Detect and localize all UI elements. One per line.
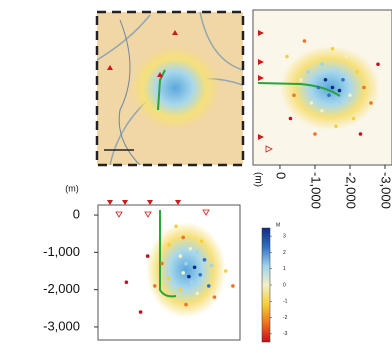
event-point	[174, 224, 178, 228]
colorbar	[262, 228, 270, 342]
event-point	[203, 258, 207, 262]
event-point	[184, 303, 188, 307]
event-point	[139, 310, 143, 314]
event-point	[153, 284, 157, 288]
event-point	[289, 117, 293, 121]
x-unit: (m)	[252, 172, 263, 187]
event-point	[327, 93, 331, 97]
event-point	[170, 267, 174, 271]
event-point	[179, 254, 183, 258]
event-point	[355, 70, 359, 74]
event-point	[352, 117, 356, 121]
colorbar-tick-label: 2	[283, 250, 286, 256]
event-point	[362, 86, 366, 90]
event-point	[179, 288, 183, 292]
event-point	[334, 124, 338, 128]
event-point	[338, 101, 342, 105]
event-point	[196, 251, 200, 255]
event-point	[231, 284, 235, 288]
colorbar-tick-label: -3	[283, 331, 288, 337]
colorbar-tick-label: -1	[283, 299, 288, 305]
event-point	[292, 93, 296, 97]
event-point	[189, 247, 193, 251]
event-point	[338, 89, 342, 93]
event-point	[376, 62, 380, 66]
event-point	[341, 78, 345, 82]
event-point	[320, 109, 324, 113]
event-point	[306, 70, 310, 74]
event-point	[193, 265, 197, 269]
event-point	[285, 55, 289, 59]
event-point	[310, 101, 314, 105]
event-point	[224, 269, 228, 273]
figure: (m) (m) 0 -1,000 -2,000 -3,000 0 -1,000 -2,000…	[0, 0, 392, 349]
event-point	[160, 262, 164, 266]
event-point	[345, 55, 349, 59]
event-point	[213, 295, 217, 299]
event-point	[167, 277, 171, 281]
map-panel	[97, 12, 243, 165]
event-point	[217, 277, 221, 281]
y-unit: (m)	[65, 183, 79, 193]
x-tick-label: -2,000	[344, 172, 359, 209]
colorbar-tick-label: 0	[283, 282, 286, 288]
y-tick-label: 0	[73, 207, 80, 222]
event-point	[190, 280, 194, 284]
x-tick-label: -1,000	[309, 172, 324, 209]
event-point	[207, 284, 211, 288]
event-point	[348, 93, 352, 97]
event-point	[313, 132, 317, 136]
event-point	[198, 273, 202, 277]
event-point	[200, 239, 204, 243]
event-point	[187, 275, 191, 279]
colorbar-title: M	[276, 222, 280, 228]
y-tick-label: -3,000	[43, 318, 80, 333]
colorbar-tick-label: 3	[283, 233, 286, 239]
event-point	[184, 262, 188, 266]
event-point	[146, 254, 150, 258]
event-point	[331, 86, 335, 90]
event-point	[299, 78, 303, 82]
x-tick-label: 0	[274, 172, 289, 179]
depth-panel	[98, 200, 240, 340]
event-point	[369, 101, 373, 105]
event-point	[167, 243, 171, 247]
event-point	[303, 39, 307, 43]
event-point	[181, 236, 185, 240]
event-point	[181, 271, 185, 275]
section-panel	[253, 10, 392, 165]
event-point	[334, 70, 338, 74]
event-point	[210, 264, 214, 268]
x-tick-label: -3,000	[379, 172, 392, 209]
event-point	[125, 280, 129, 284]
colorbar-tick-label: -2	[283, 315, 288, 321]
colorbar-tick-label: 1	[283, 266, 286, 272]
event-point	[196, 292, 200, 296]
event-point	[324, 78, 328, 82]
y-tick-label: -1,000	[43, 244, 80, 259]
event-point	[331, 47, 335, 51]
event-point	[359, 132, 363, 136]
event-point	[317, 86, 321, 90]
event-point	[320, 62, 324, 66]
y-tick-label: -2,000	[43, 281, 80, 296]
